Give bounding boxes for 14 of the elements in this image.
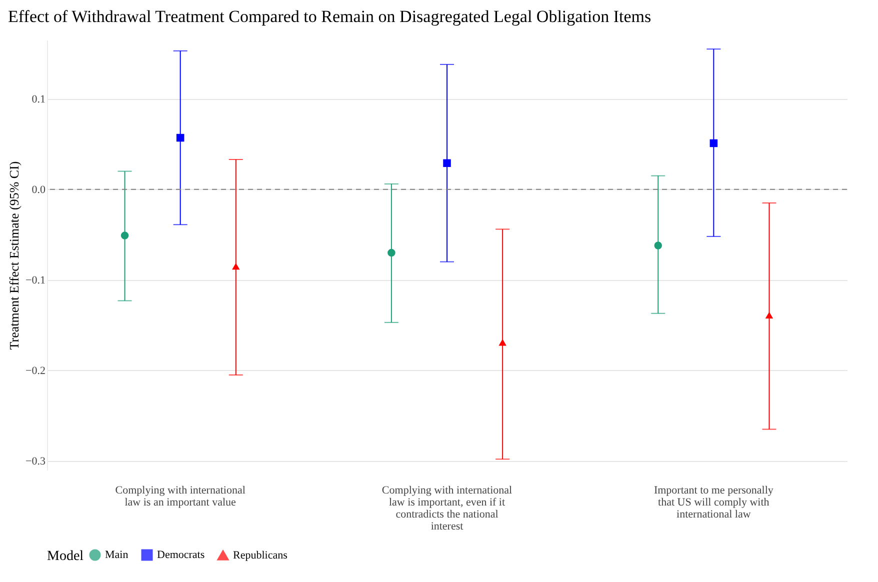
legend-title: Model <box>47 549 84 564</box>
x-tick-label: Important to me personally that US will comply with international law <box>654 484 774 520</box>
legend-label: Democrats <box>157 549 205 561</box>
legend-label: Main <box>105 549 129 561</box>
y-tick-label: −0.3 <box>26 455 46 468</box>
y-tick-label: 0.1 <box>32 93 46 106</box>
chart-title: Effect of Withdrawal Treatment Compared to Remain on Disagregated Legal Obligation Items <box>8 7 652 26</box>
x-tick-label: Complying with international law is an important value <box>115 484 246 508</box>
y-axis-title: Treatment Effect Estimate (95% CI) <box>6 161 22 350</box>
y-tick-label: −0.1 <box>26 274 46 286</box>
legend-label: Republicans <box>233 549 288 562</box>
y-tick-label: 0.0 <box>32 184 46 196</box>
x-tick-label: Complying with international law is important, even if it contradicts the national interest <box>382 484 512 532</box>
y-tick-label: −0.2 <box>26 364 46 377</box>
